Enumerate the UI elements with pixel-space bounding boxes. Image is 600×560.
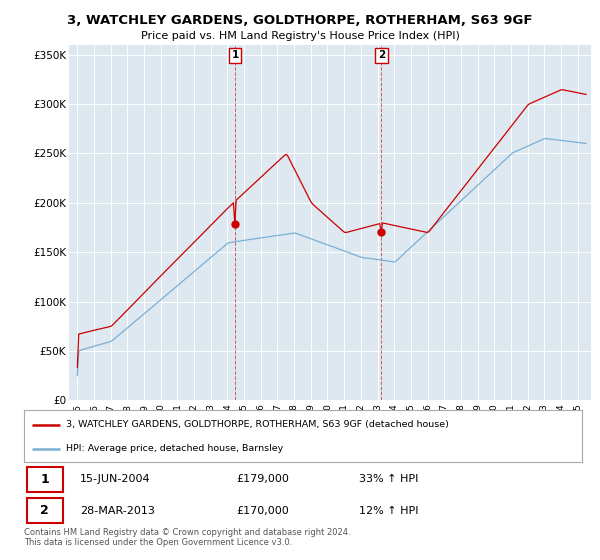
Text: £170,000: £170,000 xyxy=(236,506,289,516)
Text: 12% ↑ HPI: 12% ↑ HPI xyxy=(359,506,418,516)
Text: £179,000: £179,000 xyxy=(236,474,289,484)
Text: 2: 2 xyxy=(40,504,49,517)
FancyBboxPatch shape xyxy=(27,498,63,523)
Text: HPI: Average price, detached house, Barnsley: HPI: Average price, detached house, Barn… xyxy=(66,444,283,453)
Text: Contains HM Land Registry data © Crown copyright and database right 2024.
This d: Contains HM Land Registry data © Crown c… xyxy=(24,528,350,548)
Text: 1: 1 xyxy=(40,473,49,486)
FancyBboxPatch shape xyxy=(27,467,63,492)
Text: Price paid vs. HM Land Registry's House Price Index (HPI): Price paid vs. HM Land Registry's House … xyxy=(140,31,460,41)
Text: 1: 1 xyxy=(232,50,239,60)
Text: 15-JUN-2004: 15-JUN-2004 xyxy=(80,474,151,484)
Text: 3, WATCHLEY GARDENS, GOLDTHORPE, ROTHERHAM, S63 9GF (detached house): 3, WATCHLEY GARDENS, GOLDTHORPE, ROTHERH… xyxy=(66,421,449,430)
Text: 28-MAR-2013: 28-MAR-2013 xyxy=(80,506,155,516)
Text: 3, WATCHLEY GARDENS, GOLDTHORPE, ROTHERHAM, S63 9GF: 3, WATCHLEY GARDENS, GOLDTHORPE, ROTHERH… xyxy=(67,14,533,27)
Text: 33% ↑ HPI: 33% ↑ HPI xyxy=(359,474,418,484)
Text: 2: 2 xyxy=(378,50,385,60)
